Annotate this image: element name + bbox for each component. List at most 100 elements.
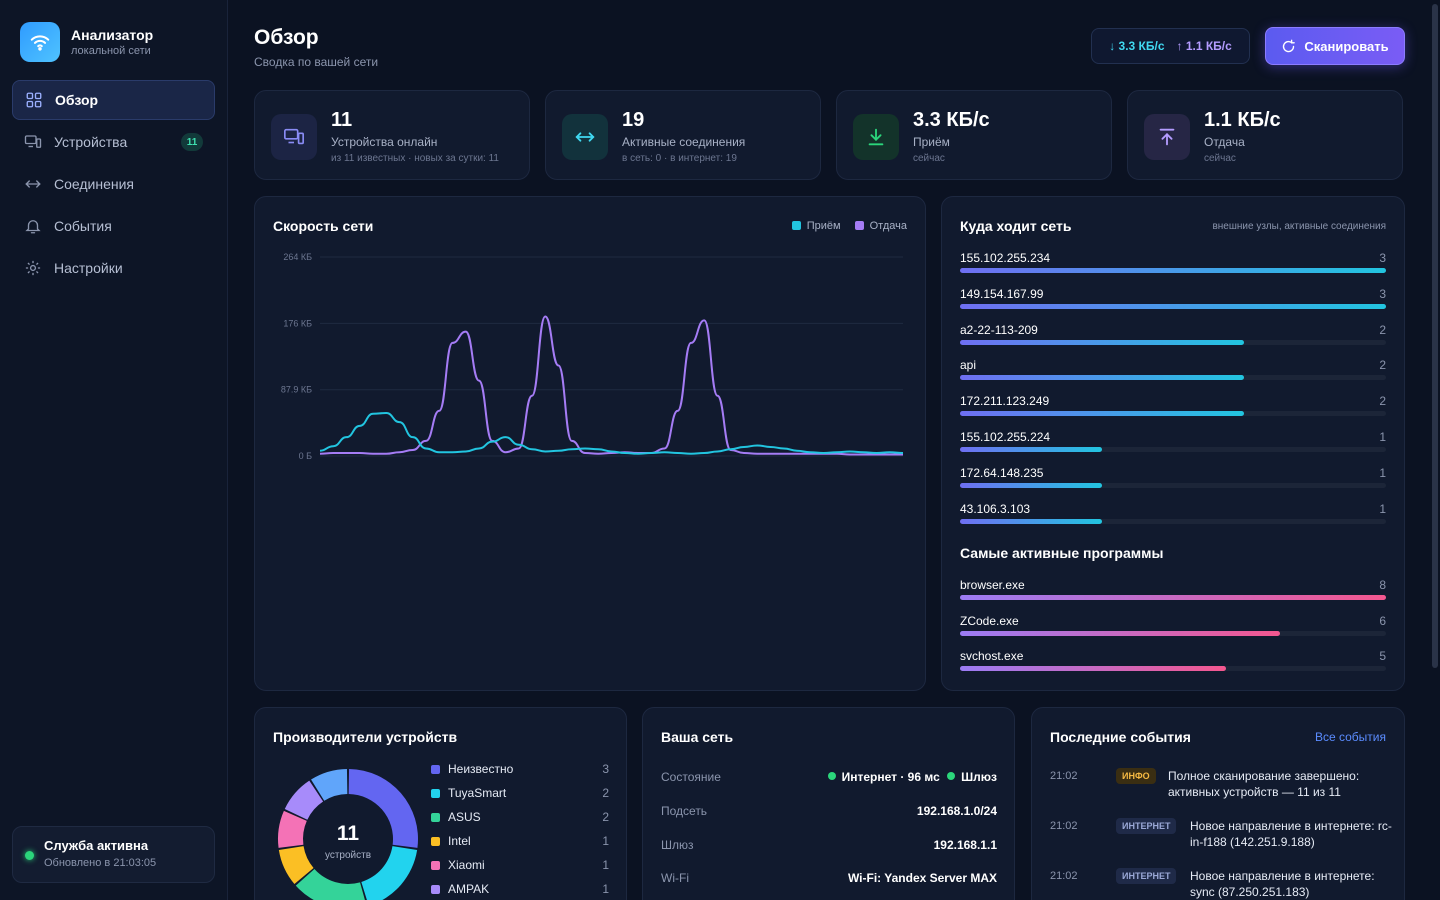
network-subnet-row: Подсеть 192.168.1.0/24	[661, 804, 997, 822]
legend-rx[interactable]: Приём	[791, 220, 841, 232]
brand[interactable]: Анализатор локальной сети	[20, 22, 153, 62]
sidebar-item-events[interactable]: События	[12, 206, 215, 246]
refresh-icon	[1283, 39, 1296, 52]
destination-count: 3	[1379, 251, 1386, 265]
legend-tx[interactable]: Отдача	[854, 220, 907, 232]
vendor-row[interactable]: Xiaomi 1	[431, 858, 609, 876]
destination-row[interactable]: api 2	[960, 358, 1386, 388]
sidebar-item-overview[interactable]: Обзор	[12, 80, 215, 120]
destination-bar-track	[960, 375, 1386, 381]
destination-bar-fill	[960, 339, 1244, 345]
vendor-count: 2	[602, 810, 609, 824]
destination-bar-fill	[960, 482, 1102, 488]
destination-bar-fill	[960, 303, 1386, 309]
donut-slice[interactable]	[295, 868, 367, 900]
program-count: 6	[1379, 613, 1386, 628]
stat-card-upload[interactable]: 1.1 КБ/с Отдача сейчас	[1127, 90, 1403, 180]
destination-count: 2	[1379, 358, 1386, 373]
destination-row[interactable]: 172.64.148.235 1	[960, 466, 1386, 496]
destination-label: api	[960, 358, 977, 373]
vendor-row[interactable]: Неизвестно 3	[431, 762, 609, 780]
stat-value: 1.1 КБ/с	[1204, 109, 1281, 131]
vendor-count: 1	[602, 858, 609, 872]
event-item[interactable]: 21:02 ИНТЕРНЕТ Новое направление в интерне…	[1050, 818, 1392, 858]
sidebar-item-label: Соединения	[54, 176, 135, 192]
stat-value: 11	[331, 109, 353, 131]
vendor-row[interactable]: Intel 1	[431, 834, 609, 852]
page-scrollbar[interactable]	[1432, 4, 1438, 668]
donut-slice[interactable]	[278, 810, 307, 848]
destination-bar-track	[960, 482, 1386, 488]
devices-icon	[271, 114, 317, 160]
event-item[interactable]: 21:02 ИНТЕРНЕТ Новое направление в интерне…	[1050, 868, 1390, 900]
program-label: ZCode.exe	[960, 613, 1019, 628]
speed-indicator: ↓ 3.3 КБ/с ↑ 1.1 КБ/с	[1091, 28, 1250, 64]
vendors-card: Производители устройств 11 устройств Неи…	[254, 707, 627, 900]
download-speed: ↓ 3.3 КБ/с	[1109, 39, 1165, 53]
y-tick-label: 87.9 КБ	[281, 385, 312, 395]
internet-status-dot	[827, 772, 836, 780]
destination-row[interactable]: 43.106.3.103 1	[960, 502, 1386, 532]
destination-count: 2	[1379, 322, 1386, 337]
stat-label: Устройства онлайн	[331, 135, 438, 149]
vendor-name: Intel	[448, 834, 471, 848]
scan-button[interactable]: Сканировать	[1265, 27, 1405, 65]
vendor-swatch	[431, 861, 440, 870]
program-row[interactable]: svchost.exe 5	[960, 649, 1386, 679]
nav: Обзор Устройства 11 Соединения События Н…	[12, 80, 215, 290]
stat-card-download[interactable]: 3.3 КБ/с Приём сейчас	[836, 90, 1112, 180]
stat-sub: сейчас	[913, 153, 945, 164]
chart-legend: Приём Отдача	[791, 220, 907, 232]
events-card: Последние события Все события 21:02 ИНФО П…	[1031, 707, 1405, 900]
destination-row[interactable]: 155.102.255.234 3	[960, 251, 1386, 281]
vendor-row[interactable]: TuyaSmart 2	[431, 786, 609, 804]
vendor-count: 1	[602, 882, 609, 896]
stat-card-devices[interactable]: 11 Устройства онлайн из 11 известных · н…	[254, 90, 530, 180]
donut-slice[interactable]	[284, 780, 324, 820]
destination-row[interactable]: 155.102.255.224 1	[960, 430, 1386, 460]
all-events-link[interactable]: Все события	[1314, 730, 1386, 744]
vendor-row[interactable]: AMPAK 1	[431, 882, 609, 900]
devices-count-badge: 11	[181, 133, 203, 151]
stat-label: Приём	[913, 135, 950, 149]
destinations-title: Куда ходит сеть	[960, 218, 1072, 234]
rx-series-line[interactable]	[319, 412, 904, 455]
vendor-name: Неизвестно	[448, 762, 514, 776]
destination-row[interactable]: 172.211.123.249 2	[960, 394, 1386, 424]
event-tag: ИНТЕРНЕТ	[1116, 868, 1177, 884]
destination-count: 1	[1379, 430, 1386, 444]
donut-center-value: 11	[336, 822, 360, 845]
stat-sub: в сеть: 0 · в интернет: 19	[622, 153, 737, 164]
network-status-row: Состояние Интернет · 96 мс Шлюз	[661, 770, 997, 788]
stat-sub: сейчас	[1204, 153, 1236, 164]
program-row[interactable]: browser.exe 8	[960, 578, 1386, 608]
net-value: 192.168.1.1	[933, 838, 997, 852]
vendor-row[interactable]: ASUS 2	[431, 810, 609, 828]
sidebar-item-devices[interactable]: Устройства 11	[12, 122, 215, 162]
donut-slice[interactable]	[311, 769, 348, 801]
stat-value: 19	[622, 109, 645, 131]
sidebar-item-connections[interactable]: Соединения	[12, 164, 215, 204]
vendors-donut-chart[interactable]	[273, 764, 423, 900]
donut-slice[interactable]	[348, 769, 418, 848]
net-status: Интернет · 96 мс Шлюз	[827, 770, 997, 784]
vendor-swatch	[431, 813, 440, 822]
destination-label: a2-22-113-209	[960, 322, 1038, 337]
program-row[interactable]: ZCode.exe 6	[960, 614, 1386, 644]
destination-row[interactable]: a2-22-113-209 2	[960, 323, 1386, 353]
donut-slice[interactable]	[278, 846, 314, 885]
speed-chart[interactable]: 264 КБ 176 КБ 87.9 КБ 0 Б	[255, 242, 927, 542]
sidebar-item-settings[interactable]: Настройки	[12, 248, 215, 288]
donut-slice[interactable]	[361, 846, 418, 900]
event-item[interactable]: 21:02 ИНФО Полное сканирование завершено: …	[1050, 768, 1390, 808]
event-text: Новое направление в интернете: sync (87.…	[1190, 869, 1375, 899]
stat-card-connections[interactable]: 19 Активные соединения в сеть: 0 · в инт…	[545, 90, 821, 180]
network-card: Ваша сеть Состояние Интернет · 96 мс Шлю…	[642, 707, 1015, 900]
event-time: 21:02	[1050, 770, 1078, 782]
destination-bar-track	[960, 339, 1386, 345]
destination-row[interactable]: 149.154.167.99 3	[960, 287, 1386, 317]
upload-speed: ↑ 1.1 КБ/с	[1176, 39, 1232, 53]
sidebar-item-label: События	[54, 218, 112, 234]
program-label: svchost.exe	[960, 649, 1024, 663]
vendor-count: 1	[602, 834, 609, 848]
